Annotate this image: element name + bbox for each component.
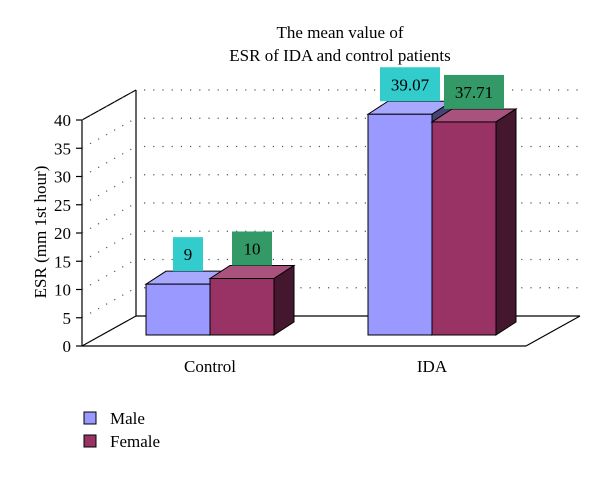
bar-female-control: 10	[208, 231, 296, 336]
x-axis-labels: Control IDA	[184, 357, 448, 376]
side-grid-line	[81, 287, 137, 319]
bar-female-ida: 37.71	[430, 74, 518, 336]
bar-front-face	[367, 113, 433, 336]
y-tick-label: 10	[54, 281, 71, 300]
y-tick-label: 35	[54, 139, 71, 158]
side-grid-line	[81, 258, 137, 291]
legend-item-male: Male	[83, 409, 145, 428]
chart-title-line-1: The mean value of	[277, 23, 404, 42]
data-label-box	[444, 74, 504, 109]
legend-swatch	[83, 434, 97, 448]
bottom-left-depth-edge	[81, 315, 137, 347]
data-label-box	[173, 237, 203, 272]
bar-front-face	[431, 121, 497, 336]
y-axis-ticks: 0 5 10 15 20 25 30 35 40	[54, 111, 82, 356]
side-grid-line	[81, 174, 137, 206]
bars: 9 10 39.07 37.71	[144, 67, 518, 336]
bar-side-face	[495, 108, 517, 336]
side-grid-line	[81, 230, 137, 262]
y-tick-label: 30	[54, 168, 71, 187]
y-tick-label: 25	[54, 196, 71, 215]
data-label: 10	[244, 240, 261, 259]
y-tick-label: 20	[54, 224, 71, 243]
side-grid-line	[81, 145, 137, 178]
chart-title-line-2: ESR of IDA and control patients	[229, 46, 450, 65]
grid-lines	[81, 89, 580, 319]
side-grid-line	[81, 202, 137, 234]
legend-label: Female	[110, 432, 160, 451]
data-label: 37.71	[455, 83, 493, 102]
data-label-box	[232, 231, 272, 266]
x-tick-label-ida: IDA	[417, 357, 448, 376]
y-axis-label: ESR (mm 1st hour)	[31, 166, 50, 299]
side-grid-line	[81, 117, 137, 149]
legend-item-female: Female	[83, 432, 160, 451]
legend-swatch	[83, 411, 97, 425]
legend: Male Female	[83, 409, 160, 451]
data-label-box	[380, 67, 440, 102]
y-tick-label: 0	[63, 337, 72, 356]
y-tick-label: 40	[54, 111, 71, 130]
floor-right-edge	[525, 315, 581, 347]
data-label: 9	[184, 245, 193, 264]
data-label: 39.07	[391, 75, 430, 94]
legend-label: Male	[110, 409, 145, 428]
y-tick-label: 5	[63, 309, 72, 328]
x-tick-label-control: Control	[184, 357, 236, 376]
bar-front-face	[209, 278, 275, 336]
bar-front-face	[145, 283, 211, 336]
side-grid-line	[81, 89, 137, 121]
y-tick-label: 15	[54, 252, 71, 271]
bar-male-ida: 39.07	[366, 67, 454, 336]
